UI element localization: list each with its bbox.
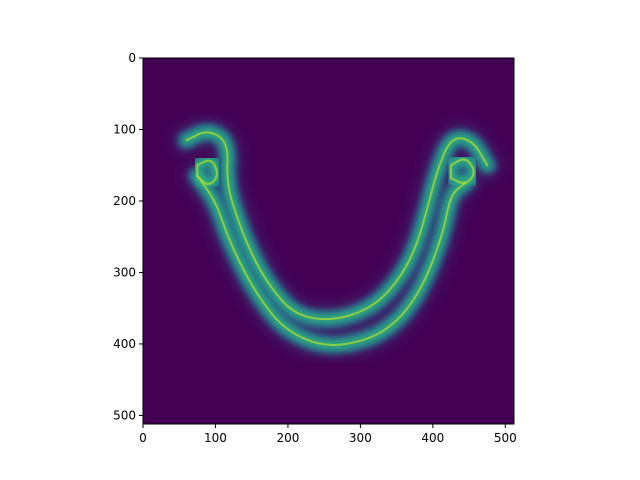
y-tick-label: 300 (113, 265, 136, 279)
heatmap-band-left-loop-pass-4 (196, 159, 218, 185)
x-axis: 0 100 200 300 400 500 (139, 424, 517, 445)
plot-area (142, 57, 515, 425)
axes-frame (142, 57, 515, 425)
y-tick-label: 500 (113, 408, 136, 422)
x-tick-label: 200 (276, 431, 299, 445)
heatmap-band-inner-pass-4 (196, 174, 467, 346)
y-tick-label: 200 (113, 194, 136, 208)
heatmap-band-outer-pass-4 (185, 131, 489, 321)
x-tick-label: 100 (204, 431, 227, 445)
y-axis: 0 100 200 300 400 500 (113, 51, 143, 422)
y-tick-label: 400 (113, 337, 136, 351)
x-tick-label: 500 (494, 431, 517, 445)
y-tick-label: 0 (128, 51, 136, 65)
y-tick-label: 100 (113, 122, 136, 136)
heatmap-background (143, 58, 514, 424)
x-tick-label: 0 (139, 431, 147, 445)
x-tick-label: 400 (421, 431, 444, 445)
x-tick-label: 300 (349, 431, 372, 445)
heatmap-image (171, 117, 503, 360)
heatmap-band-right-loop-pass-4 (449, 158, 475, 184)
